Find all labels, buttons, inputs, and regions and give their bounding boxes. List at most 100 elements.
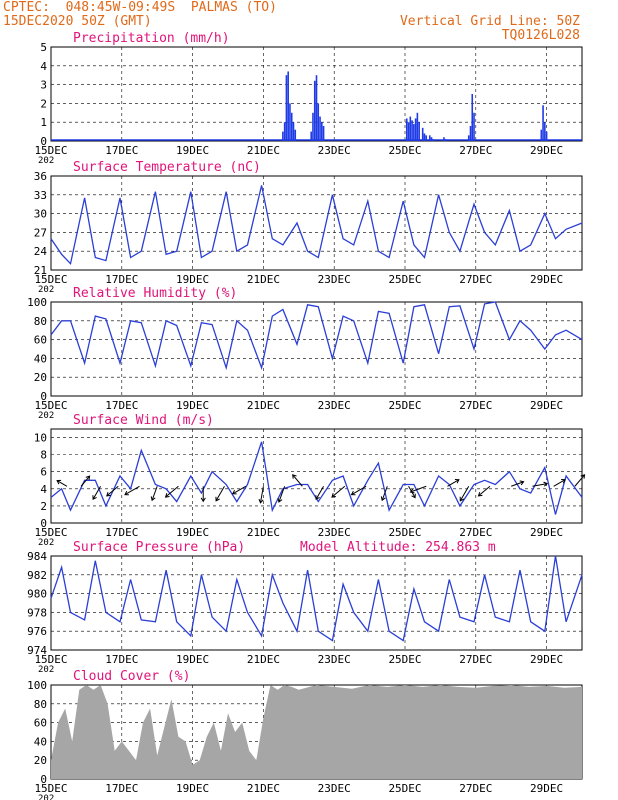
precip-bar <box>289 103 291 141</box>
panel-0-x-tick-label: 27DEC <box>459 144 492 157</box>
panel-3-x-tick-label: 21DEC <box>247 526 280 539</box>
wind-arrow-shaft <box>124 485 140 496</box>
precip-bar <box>282 131 284 141</box>
panel-4-x-tick-label: 23DEC <box>318 653 351 666</box>
header-model-code: TQ0126L028 <box>501 28 580 43</box>
panel-1-y-tick-label: 30 <box>34 208 47 221</box>
precip-bar <box>409 116 412 141</box>
panel-5-title: Cloud Cover (%) <box>73 669 190 684</box>
panel-3-x-tick-label: 17DEC <box>105 526 138 539</box>
wind-arrow-head <box>150 496 156 502</box>
panel-2-x-tick-label: 15DEC <box>34 399 67 412</box>
wind-arrow-head <box>56 479 62 485</box>
panel-2-y-tick-label: 100 <box>27 296 47 309</box>
panel-0-y-tick-label: 0 <box>40 135 47 148</box>
panel-1-x-tick-label: 17DEC <box>105 273 138 286</box>
precip-bar <box>313 80 316 141</box>
panel-2-y-tick-label: 0 <box>40 390 47 403</box>
panel-3-x-tick-label: 27DEC <box>459 526 492 539</box>
wind-arrow-head <box>258 498 264 504</box>
panel-0-y-tick-label: 3 <box>40 79 47 92</box>
panel-4-y-tick-label: 976 <box>27 625 47 638</box>
header-run-time: 15DEC2020 50Z (GMT) <box>3 14 152 29</box>
panel-0-y-tick-label: 2 <box>40 97 47 110</box>
panel-2-x-tick-label: 27DEC <box>459 399 492 412</box>
panel-5-x-tick-label: 17DEC <box>105 782 138 795</box>
panel-0-year-label: 202 <box>38 156 54 166</box>
panel-3-y-tick-label: 8 <box>40 449 47 462</box>
panel-1-x-tick-label: 23DEC <box>318 273 351 286</box>
precip-bar <box>312 112 314 141</box>
precip-bar <box>405 118 408 141</box>
panel-3-x-tick-label: 29DEC <box>530 526 563 539</box>
panel-3-year-label: 202 <box>38 538 54 548</box>
wind-arrow-head <box>200 497 206 503</box>
wind-arrow-shaft <box>511 481 524 487</box>
precip-bar <box>321 122 323 141</box>
wind-arrow-shaft <box>331 485 346 498</box>
wind-arrow-head <box>85 475 91 481</box>
wind-arrow-head <box>477 491 483 497</box>
precip-bar <box>283 122 286 141</box>
wind-arrow-head <box>277 497 283 503</box>
wind-arrow-shaft <box>278 486 286 503</box>
panel-2-series-line <box>50 301 583 371</box>
panel-1-year-label: 202 <box>38 285 54 295</box>
precip-bar <box>413 124 415 141</box>
panel-3-frame <box>50 428 583 524</box>
panel-4-x-tick-label: 21DEC <box>247 653 280 666</box>
panel-5-y-tick-label: 20 <box>34 754 47 767</box>
panel-4-x-tick-label: 27DEC <box>459 653 492 666</box>
panel-5-x-tick-label: 23DEC <box>318 782 351 795</box>
precip-bar <box>416 112 419 141</box>
panel-0-y-tick-label: 4 <box>40 60 47 73</box>
wind-arrow-shaft <box>80 475 90 487</box>
wind-arrow-shaft <box>232 485 246 495</box>
wind-arrow-shaft <box>410 485 427 493</box>
precip-bar <box>292 122 295 141</box>
precip-bar <box>425 135 428 141</box>
panel-4-y-tick-label: 982 <box>27 569 47 582</box>
panel-4-x-tick-label: 19DEC <box>176 653 209 666</box>
panel-2-x-tick-label: 29DEC <box>530 399 563 412</box>
wind-arrow-head <box>92 495 97 500</box>
precip-bar <box>428 135 431 141</box>
panel-1-y-tick-label: 27 <box>34 226 47 239</box>
wind-arrow-head <box>580 474 586 479</box>
panel-3-y-tick-label: 4 <box>40 483 47 496</box>
wind-arrow-shaft <box>447 479 460 487</box>
panel-0-x-tick-label: 15DEC <box>34 144 67 157</box>
panel-5-y-tick-label: 100 <box>27 679 47 692</box>
panel-2-title: Relative Humidity (%) <box>73 286 237 301</box>
panel-3-y-tick-label: 10 <box>34 432 47 445</box>
wind-arrow-head <box>106 491 111 497</box>
panel-1-series-line <box>50 185 583 266</box>
panel-3-y-tick-label: 0 <box>40 517 47 530</box>
wind-arrow-shaft <box>56 480 68 487</box>
panel-3-title: Surface Wind (m/s) <box>73 413 214 428</box>
wind-arrow-head <box>350 490 356 496</box>
panel-1-y-tick-label: 24 <box>34 245 48 258</box>
wind-arrow-head <box>231 489 237 495</box>
panel-1-title: Surface Temperature (nC) <box>73 160 261 175</box>
panel-5-x-tick-label: 15DEC <box>34 782 67 795</box>
panel-1-x-tick-label: 25DEC <box>388 273 421 286</box>
panel-4-y-tick-label: 974 <box>27 644 47 657</box>
panel-5-y-tick-label: 60 <box>34 717 47 730</box>
precip-bar <box>430 137 433 141</box>
panel-2-y-tick-label: 20 <box>34 371 47 384</box>
wind-arrow-head <box>409 488 415 494</box>
panel-1-x-tick-label: 15DEC <box>34 273 67 286</box>
panel-0-x-tick-label: 21DEC <box>247 144 280 157</box>
wind-arrow-head <box>331 493 336 498</box>
wind-arrow-shaft <box>92 486 101 500</box>
precip-bar <box>407 122 410 141</box>
panel-4-x-tick-label: 25DEC <box>388 653 421 666</box>
panel-1-x-tick-label: 19DEC <box>176 273 209 286</box>
panel-2-y-tick-label: 80 <box>34 315 47 328</box>
panel-1-x-tick-label: 21DEC <box>247 273 280 286</box>
wind-arrow-shaft <box>106 485 119 497</box>
panel-4-y-tick-label: 984 <box>27 550 47 563</box>
precip-bar <box>285 75 288 141</box>
precip-bar <box>473 112 475 141</box>
